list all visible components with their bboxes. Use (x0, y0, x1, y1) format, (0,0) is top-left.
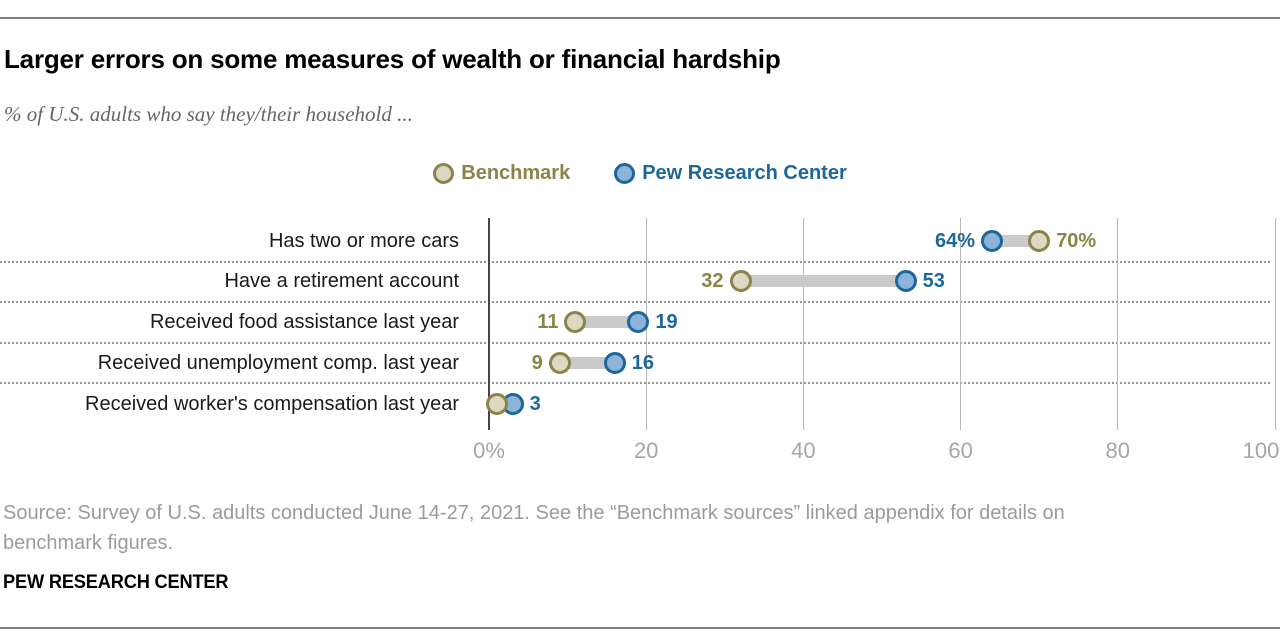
gridline (1274, 218, 1276, 430)
benchmark-dot-value-label: 11 (537, 311, 559, 333)
category-label: Received worker's compensation last year (85, 393, 459, 415)
pew-dot (981, 230, 1004, 252)
x-axis-labels: 0% 20 40 60 80 100 (473, 438, 1279, 464)
x-axis-tick-label: 100 (1242, 438, 1280, 463)
benchmark-dot-value-label: 70% (1056, 230, 1097, 252)
pew-dot-value-label: 3 (529, 393, 541, 415)
x-axis-tick-label: 60 (948, 438, 973, 463)
dumbbell-connector (559, 357, 615, 369)
legend: Benchmark Pew Research Center (0, 162, 1280, 185)
category-label: Received unemployment comp. last year (97, 352, 459, 374)
benchmark-dot-value-label: 32 (701, 270, 724, 292)
chart-title: Larger errors on some measures of wealth… (4, 44, 781, 74)
pew-dot-value-label: 16 (631, 352, 654, 374)
category-label: Received food assistance last year (149, 311, 459, 333)
x-axis-tick-label: 40 (791, 438, 816, 463)
plot-area: 64% 70% 53 32 19 11 16 9 3 (485, 218, 1276, 430)
legend-item-benchmark: Benchmark (433, 162, 570, 185)
legend-label-pew: Pew Research Center (642, 162, 847, 184)
benchmark-dot (564, 311, 587, 333)
gridline (802, 218, 804, 430)
top-rule (0, 17, 1280, 19)
x-axis-tick-label: 20 (633, 438, 659, 463)
gridline (960, 218, 962, 430)
pew-dot-value-label: 53 (922, 270, 945, 292)
pew-dot (894, 270, 917, 292)
legend-item-pew: Pew Research Center (614, 162, 847, 185)
pew-dot (603, 352, 626, 374)
row-separator (0, 342, 1270, 344)
bottom-rule (0, 627, 1280, 629)
pew-dot-value-label: 19 (655, 311, 678, 333)
x-axis-tick-label: 80 (1105, 438, 1131, 463)
pew-dot-value-label: 64% (935, 230, 976, 252)
benchmark-dot (729, 270, 752, 292)
pew-dot (627, 311, 650, 333)
chart-subtitle: % of U.S. adults who say they/their hous… (4, 102, 413, 126)
row-separator (0, 301, 1270, 303)
benchmark-dot-value-label: 9 (531, 352, 543, 374)
dumbbell-connector (740, 275, 906, 287)
source-line-1: Source: Survey of U.S. adults conducted … (3, 502, 1065, 524)
dumbbell-connector (575, 316, 639, 328)
legend-label-benchmark: Benchmark (461, 162, 571, 184)
benchmark-dot-icon (433, 163, 455, 184)
benchmark-dot (548, 352, 571, 374)
row-separator (0, 261, 1270, 263)
source-line-2: benchmark figures. (3, 532, 174, 554)
pew-dot-icon (614, 163, 636, 184)
category-label: Have a retirement account (224, 270, 459, 292)
pew-wordmark: PEW RESEARCH CENTER (3, 572, 229, 593)
benchmark-dot (485, 393, 508, 415)
dumbbell-connector (992, 235, 1040, 247)
gridline (1117, 218, 1119, 430)
source-note: Source: Survey of U.S. adults conducted … (3, 498, 1263, 558)
x-axis-tick-label: 0% (473, 438, 505, 463)
row-separator (0, 382, 1270, 384)
benchmark-dot (1028, 230, 1051, 252)
category-label: Has two or more cars (268, 230, 459, 252)
zero-axis-line (488, 218, 490, 430)
